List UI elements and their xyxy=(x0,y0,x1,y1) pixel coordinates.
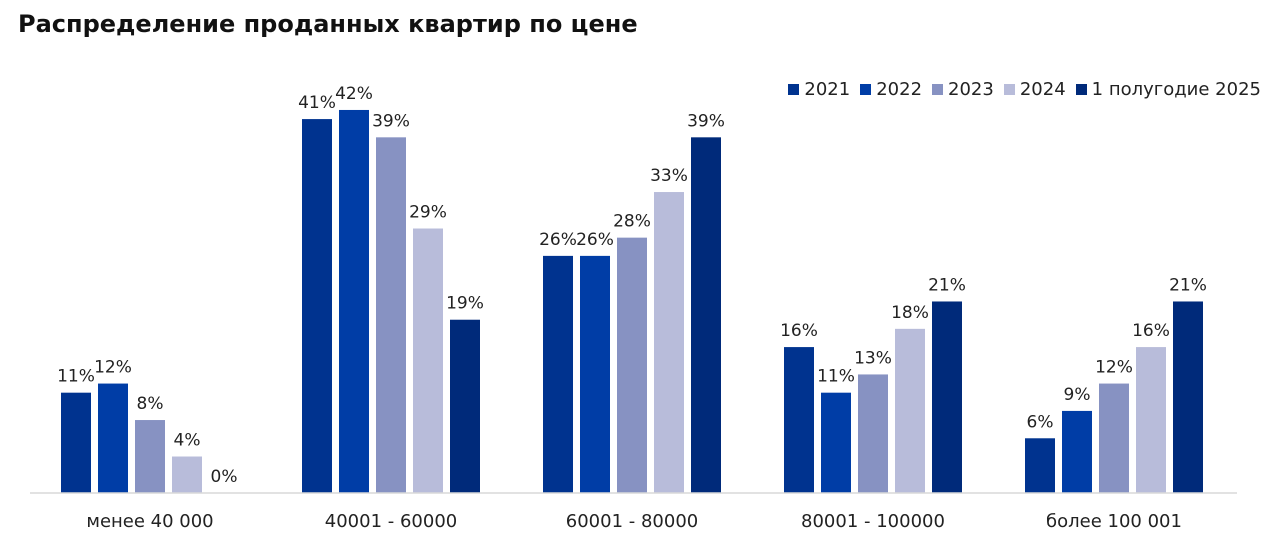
x-tick-label: 40001 - 60000 xyxy=(325,511,457,532)
data-label: 11% xyxy=(817,367,855,387)
data-label: 13% xyxy=(854,348,892,368)
data-label: 11% xyxy=(57,367,95,387)
x-tick-label: более 100 001 xyxy=(1046,511,1182,532)
bar xyxy=(617,237,647,493)
bar xyxy=(172,456,202,493)
data-label: 16% xyxy=(780,321,818,341)
data-label: 39% xyxy=(687,111,725,131)
chart-title: Распределение проданных квартир по цене xyxy=(18,10,638,38)
bar xyxy=(135,420,165,493)
bar xyxy=(654,192,684,494)
data-label: 12% xyxy=(1095,358,1133,378)
data-label: 8% xyxy=(137,394,164,414)
bar xyxy=(858,374,888,493)
bar xyxy=(821,392,851,493)
data-label: 26% xyxy=(539,230,577,250)
bar xyxy=(450,319,480,493)
data-label: 19% xyxy=(446,294,484,314)
data-label: 29% xyxy=(409,203,447,223)
legend-label: 2024 xyxy=(1019,79,1066,100)
data-label: 28% xyxy=(613,212,651,232)
legend-label: 2023 xyxy=(948,79,994,100)
bar xyxy=(1136,347,1166,493)
legend-item: 2023 xyxy=(932,79,994,100)
bar xyxy=(1173,301,1203,493)
legend-swatch xyxy=(1003,84,1015,95)
bar xyxy=(339,109,369,494)
legend: 2021 2022 2023 2024 1 полугодие 2025 xyxy=(788,79,1261,100)
data-label: 6% xyxy=(1027,412,1054,432)
legend-item: 2022 xyxy=(860,79,922,100)
data-label: 33% xyxy=(650,166,688,186)
bar xyxy=(413,228,443,493)
data-label: 26% xyxy=(576,230,614,250)
data-label: 16% xyxy=(1132,321,1170,341)
bar xyxy=(98,383,128,493)
data-label: 12% xyxy=(94,358,132,378)
legend-item: 2024 xyxy=(1003,79,1066,100)
bar xyxy=(1025,438,1055,493)
bar xyxy=(543,255,573,493)
x-tick-labels-layer: менее 40 000 40001 - 60000 60001 - 80000 80… xyxy=(86,511,1182,532)
x-tick-label: менее 40 000 xyxy=(86,511,213,532)
legend-item: 1 полугодие 2025 xyxy=(1075,79,1261,100)
legend-swatch xyxy=(932,84,944,95)
bar xyxy=(1099,383,1129,493)
x-tick-label: 60001 - 80000 xyxy=(566,511,698,532)
legend-swatch xyxy=(860,84,872,95)
legend-label: 2022 xyxy=(876,79,923,100)
legend-label: 1 полугодие 2025 xyxy=(1091,79,1261,100)
bar xyxy=(784,347,814,493)
data-label: 39% xyxy=(372,111,410,131)
bar xyxy=(895,328,925,493)
data-label: 4% xyxy=(174,431,201,451)
data-labels-layer: 11% 12%8%4%0%41% 42%39%29%19%26% 26%28%33%3… xyxy=(57,84,1207,487)
legend-label: 2021 xyxy=(804,79,851,100)
data-label: 21% xyxy=(928,275,966,295)
bar xyxy=(691,137,721,493)
bar xyxy=(61,392,91,493)
x-tick-label: 80001 - 100000 xyxy=(801,511,945,532)
legend-swatch xyxy=(1075,84,1087,95)
data-label: 0% xyxy=(211,467,238,487)
bar xyxy=(376,137,406,493)
data-label: 18% xyxy=(891,303,929,323)
data-label: 41% xyxy=(298,93,336,113)
bar xyxy=(932,301,962,493)
bars-layer xyxy=(61,109,1203,494)
legend-swatch xyxy=(788,84,800,95)
data-label: 21% xyxy=(1169,275,1207,295)
legend-item: 2021 xyxy=(788,79,850,100)
bar xyxy=(580,255,610,493)
bar xyxy=(302,119,332,493)
data-label: 42% xyxy=(335,84,373,104)
bar xyxy=(1062,410,1092,493)
data-label: 9% xyxy=(1064,385,1091,405)
